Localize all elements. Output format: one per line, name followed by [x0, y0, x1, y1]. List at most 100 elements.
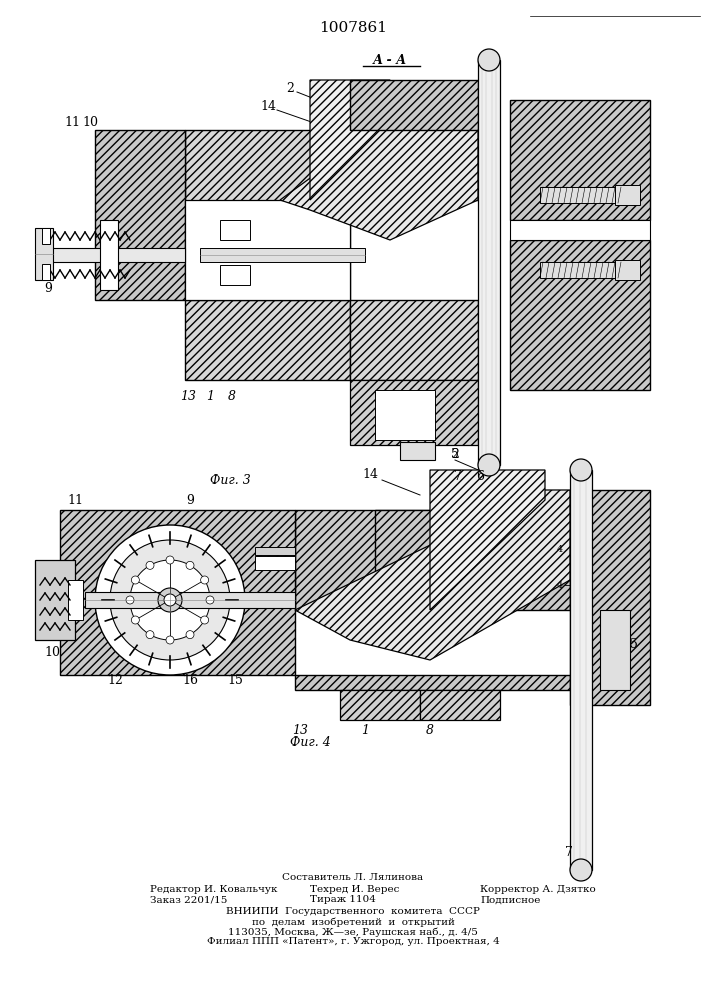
Polygon shape: [350, 80, 478, 130]
Polygon shape: [295, 675, 570, 690]
Bar: [255, 547, 295, 555]
Text: Редактор И. Ковальчук: Редактор И. Ковальчук: [150, 886, 278, 894]
Text: 13: 13: [292, 724, 308, 736]
Bar: [510, 220, 650, 240]
Bar: [50, 248, 185, 262]
Text: 1: 1: [361, 724, 369, 736]
Text: Техред И. Верес: Техред И. Верес: [310, 886, 399, 894]
Bar: [540, 262, 630, 278]
Text: 5: 5: [451, 448, 459, 462]
Circle shape: [95, 525, 245, 675]
Text: 8: 8: [426, 724, 434, 736]
Polygon shape: [60, 510, 295, 675]
Circle shape: [186, 631, 194, 639]
Circle shape: [146, 561, 154, 569]
Text: Тираж 1104: Тираж 1104: [310, 896, 376, 904]
Polygon shape: [310, 80, 390, 200]
Polygon shape: [350, 300, 478, 380]
Text: 1007861: 1007861: [319, 21, 387, 35]
Text: 7: 7: [565, 846, 573, 858]
Circle shape: [158, 588, 182, 612]
Text: ВНИИПИ  Государственного  комитета  СССР: ВНИИПИ Государственного комитета СССР: [226, 908, 480, 916]
Circle shape: [126, 596, 134, 604]
Circle shape: [166, 556, 174, 564]
Text: Фиг. 3: Фиг. 3: [209, 474, 250, 487]
Circle shape: [206, 596, 214, 604]
Text: А - А: А - А: [373, 53, 407, 66]
Polygon shape: [95, 130, 185, 300]
Polygon shape: [185, 130, 350, 300]
Text: 11: 11: [64, 115, 80, 128]
Text: 4: 4: [556, 546, 563, 554]
Text: Фиг. 4: Фиг. 4: [290, 736, 330, 748]
Circle shape: [186, 561, 194, 569]
Circle shape: [201, 616, 209, 624]
Polygon shape: [375, 510, 570, 580]
Circle shape: [146, 631, 154, 639]
Bar: [540, 187, 630, 203]
Bar: [35, 228, 53, 280]
Bar: [220, 265, 250, 285]
Polygon shape: [350, 130, 478, 200]
Circle shape: [478, 49, 500, 71]
Circle shape: [132, 576, 139, 584]
Bar: [85, 592, 295, 608]
Text: 15: 15: [227, 674, 243, 686]
Bar: [255, 556, 295, 570]
Text: Подписное: Подписное: [480, 896, 540, 904]
Bar: [570, 470, 592, 870]
Polygon shape: [295, 490, 570, 660]
Bar: [42, 264, 50, 280]
Text: Заказ 2201/15: Заказ 2201/15: [150, 896, 228, 904]
Text: 7: 7: [454, 470, 462, 483]
Circle shape: [166, 636, 174, 644]
Circle shape: [110, 540, 230, 660]
Circle shape: [570, 859, 592, 881]
Bar: [478, 60, 500, 465]
Bar: [68, 580, 83, 620]
Polygon shape: [510, 100, 650, 220]
Text: Филиал ППП «Патент», г. Ужгород, ул. Проектная, 4: Филиал ППП «Патент», г. Ужгород, ул. Про…: [206, 938, 499, 946]
Text: 2: 2: [451, 448, 459, 462]
Text: 6: 6: [476, 470, 484, 483]
Polygon shape: [280, 120, 478, 240]
Text: 16: 16: [182, 674, 198, 686]
Text: Корректор А. Дзятко: Корректор А. Дзятко: [480, 886, 596, 894]
Text: 10: 10: [82, 115, 98, 128]
Text: Составитель Л. Лялинова: Составитель Л. Лялинова: [282, 874, 423, 882]
Text: 13: 13: [180, 389, 196, 402]
Polygon shape: [510, 240, 650, 390]
Circle shape: [132, 616, 139, 624]
Text: 14: 14: [260, 101, 276, 113]
Bar: [375, 390, 435, 440]
Bar: [400, 442, 435, 460]
Bar: [200, 248, 365, 262]
Bar: [220, 220, 250, 240]
Circle shape: [201, 576, 209, 584]
Polygon shape: [430, 470, 545, 610]
Text: по  делам  изобретений  и  открытий: по делам изобретений и открытий: [252, 917, 455, 927]
Bar: [35, 560, 75, 640]
Text: 14: 14: [362, 468, 378, 482]
Circle shape: [130, 560, 210, 640]
Bar: [100, 220, 118, 290]
Text: 11: 11: [67, 493, 83, 506]
Polygon shape: [295, 510, 570, 610]
Polygon shape: [570, 490, 650, 705]
Polygon shape: [350, 380, 478, 445]
Text: 10: 10: [44, 646, 60, 658]
Bar: [600, 610, 630, 690]
Bar: [340, 690, 420, 720]
Text: 12: 12: [107, 674, 123, 686]
Polygon shape: [185, 300, 350, 380]
Text: 8: 8: [228, 389, 236, 402]
Circle shape: [164, 594, 176, 606]
Text: 9: 9: [186, 493, 194, 506]
Text: 9: 9: [44, 282, 52, 294]
Circle shape: [570, 459, 592, 481]
Circle shape: [478, 454, 500, 476]
Bar: [42, 228, 50, 244]
Text: 2: 2: [286, 82, 294, 95]
Text: 1: 1: [206, 389, 214, 402]
Bar: [420, 690, 500, 720]
